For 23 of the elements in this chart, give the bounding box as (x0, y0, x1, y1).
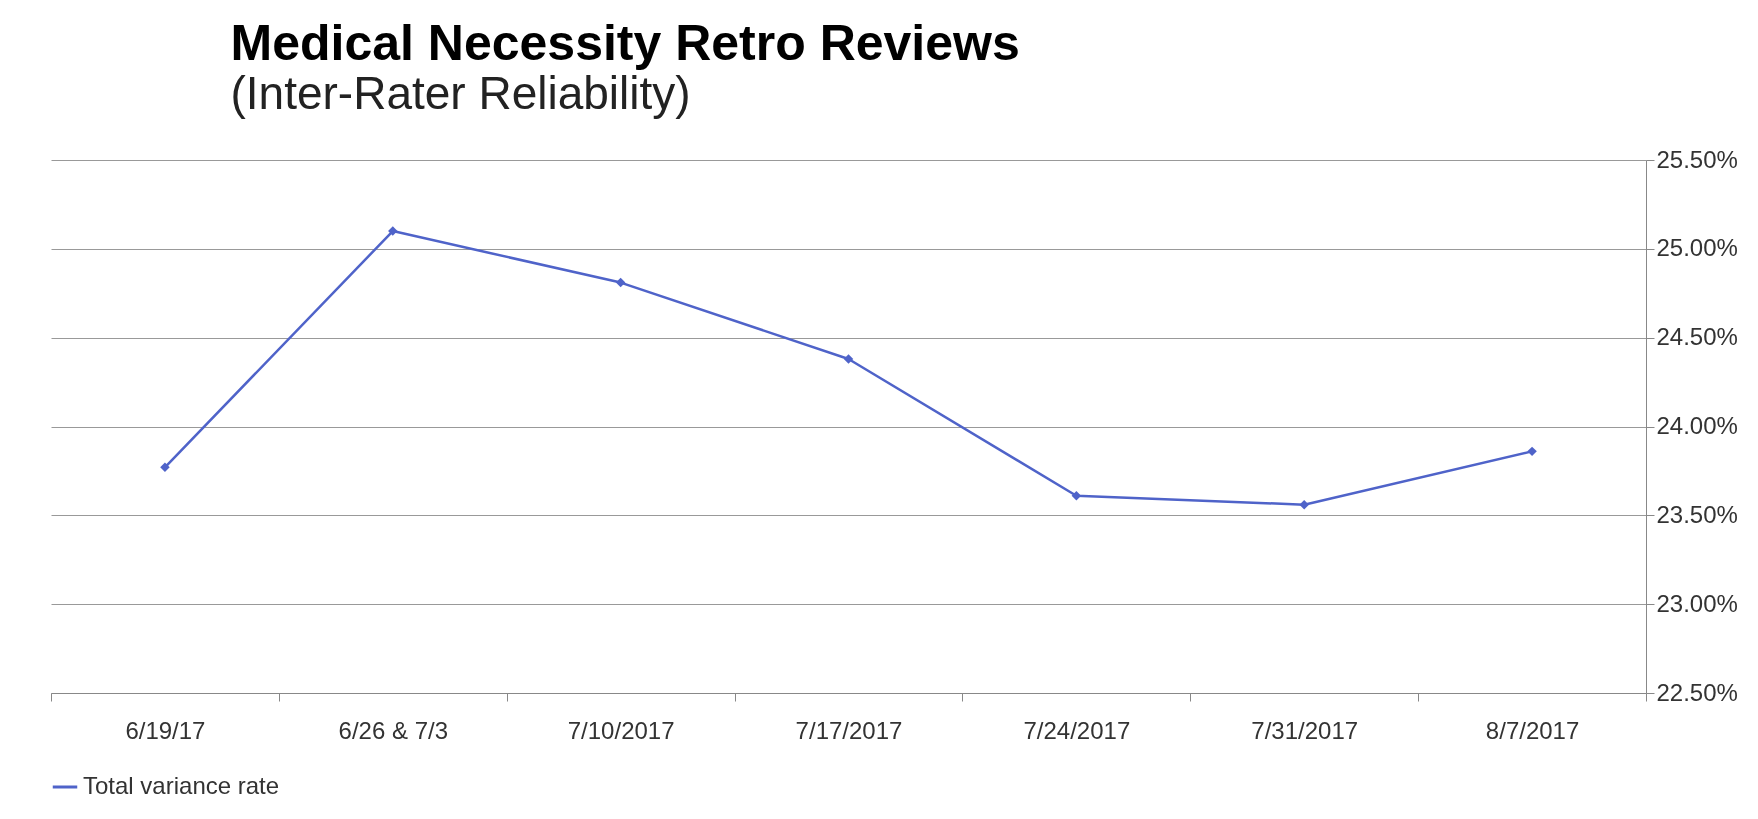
y-tick-label: 23.50% (1656, 500, 1738, 528)
x-tick-label: 7/17/2017 (795, 716, 903, 744)
point (615, 277, 626, 288)
y-tick-label: 25.50% (1656, 145, 1738, 173)
point (1299, 499, 1309, 510)
x-tick-label: 7/31/2017 (1251, 716, 1359, 744)
x-tick-label: 6/26 & 7/3 (338, 716, 448, 744)
y-tick-label: 22.50% (1656, 678, 1738, 706)
chart-title: Medical Necessity Retro Reviews (230, 15, 1020, 71)
y-tick-label: 25.00% (1656, 234, 1738, 262)
x-tick-label: 7/24/2017 (1023, 716, 1131, 744)
point (160, 462, 170, 473)
y-tick-label: 23.00% (1656, 589, 1738, 617)
point (843, 354, 854, 364)
x-tick-label: 7/10/2017 (567, 716, 675, 744)
point (1071, 491, 1082, 501)
x-tick-label: 6/19/17 (125, 716, 206, 744)
y-tick-label: 24.00% (1656, 412, 1738, 439)
point (1527, 446, 1537, 457)
point (388, 226, 398, 236)
x-tick-label: 8/7/2017 (1485, 716, 1580, 744)
legend-label: Total variance rate (83, 772, 280, 799)
y-tick-label: 24.50% (1656, 323, 1738, 351)
